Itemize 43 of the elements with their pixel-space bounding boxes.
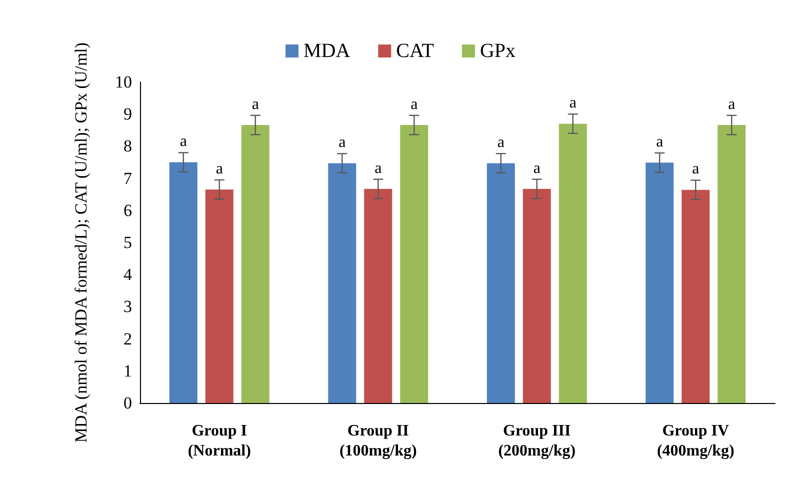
legend-label: GPx (480, 40, 516, 62)
bar (400, 125, 428, 403)
data-label: a (497, 134, 504, 152)
bar (486, 163, 515, 403)
bar (682, 190, 710, 403)
bar (718, 125, 746, 403)
y-tick-label: 2 (124, 329, 132, 348)
data-label: a (180, 133, 187, 150)
bar (328, 163, 356, 403)
data-label: a (656, 133, 664, 150)
legend-label: CAT (396, 40, 434, 62)
bar (522, 188, 551, 403)
data-label: a (410, 96, 418, 113)
data-label: a (216, 160, 223, 178)
y-tick-label: 3 (124, 297, 132, 316)
y-axis-title: MDA (nmol of MDA formed/L); CAT (U/ml); GPx (U/ml) (72, 42, 90, 443)
data-label: a (533, 160, 540, 177)
data-label: a (728, 96, 736, 113)
y-tick-label: 10 (115, 72, 132, 92)
bar (205, 190, 234, 403)
x-tick-label: Group III (200mg/kg) (498, 422, 576, 460)
y-tick-label: 8 (124, 136, 132, 156)
data-label: a (252, 96, 259, 113)
x-tick-label: Group I (Normal) (188, 422, 251, 460)
y-tick-label: 1 (124, 361, 132, 380)
bar (646, 162, 674, 403)
data-label: a (569, 94, 576, 112)
y-tick-label: 5 (124, 233, 132, 252)
legend-label: MDA (303, 40, 351, 62)
y-tick-label: 0 (124, 394, 132, 412)
x-tick-label: Group IV (400mg/kg) (656, 422, 734, 460)
data-label: a (338, 134, 346, 152)
data-label: a (692, 160, 700, 178)
bar (558, 124, 587, 403)
x-tick-label: Group II (100mg/kg) (339, 422, 417, 460)
data-label: a (374, 160, 382, 177)
y-tick-label: 6 (124, 200, 132, 220)
bar (364, 188, 392, 403)
bar (169, 162, 198, 403)
y-tick-label: 7 (124, 168, 132, 188)
y-tick-label: 9 (124, 104, 132, 124)
y-tick-label: 4 (124, 265, 132, 284)
bar (241, 125, 270, 403)
